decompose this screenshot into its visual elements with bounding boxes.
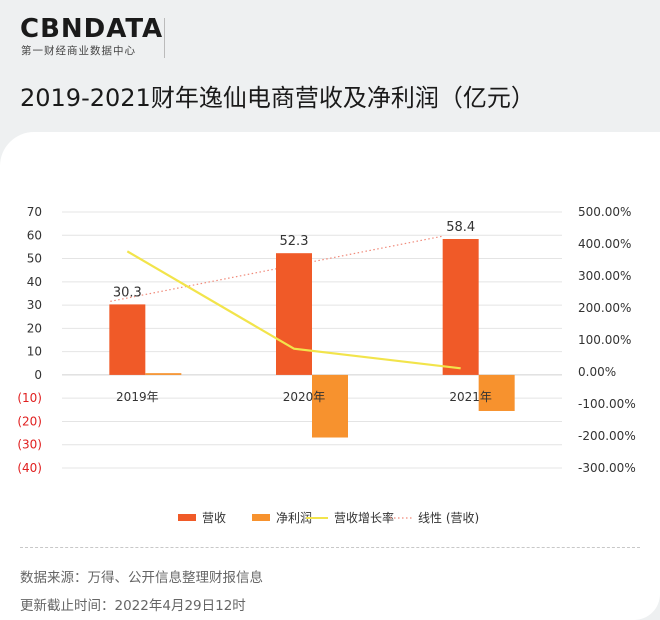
- update-time: 更新截止时间：2022年4月29日12时: [20, 598, 246, 614]
- y-right-tick-label: 400.00%: [578, 237, 631, 251]
- header: CBNDATA 第一财经商业数据中心 2019-2021财年逸仙电商营收及净利润…: [0, 0, 660, 140]
- y-left-tick-label: (20): [17, 414, 42, 428]
- y-left-tick-label: 60: [27, 228, 42, 242]
- legend-revenue-swatch: [178, 514, 196, 521]
- brand-logo: CBNDATA: [20, 14, 164, 44]
- y-left-tick-label: 70: [27, 205, 42, 219]
- y-left-tick-label: 40: [27, 275, 42, 289]
- y-left-tick-label: (40): [17, 461, 42, 475]
- bar-net-profit: [478, 374, 515, 411]
- y-right-tick-label: -200.00%: [578, 429, 636, 443]
- legend-net-profit-label: 净利润: [276, 511, 312, 525]
- y-right-tick-label: 100.00%: [578, 333, 631, 347]
- x-tick-label: 2019年: [116, 390, 159, 404]
- trendline-revenue: [110, 235, 444, 302]
- revenue-profit-chart: 70 60 50 40 30 20 10 0 (10) (20) (30) (40) 500.00% 40…: [17, 205, 636, 525]
- bar-revenue: [109, 304, 146, 375]
- y-left-tick-label: (10): [17, 391, 42, 405]
- y-right-tick-label: 500.00%: [578, 205, 631, 219]
- bar-net-profit: [145, 373, 182, 375]
- page-title: 2019-2021财年逸仙电商营收及净利润（亿元）: [20, 84, 535, 112]
- data-source: 数据来源：万得、公开信息整理财报信息: [20, 570, 263, 586]
- data-label-revenue: 52.3: [280, 234, 309, 249]
- y-left-tick-label: (30): [17, 438, 42, 452]
- y-right-tick-label: -300.00%: [578, 461, 636, 475]
- data-label-revenue: 58.4: [446, 220, 475, 235]
- legend-trendline-label: 线性 (营收): [418, 511, 479, 525]
- brand-subtitle: 第一财经商业数据中心: [21, 45, 136, 57]
- y-left-tick-label: 30: [27, 298, 42, 312]
- y-right-tick-label: 200.00%: [578, 301, 631, 315]
- x-tick-label: 2020年: [283, 390, 326, 404]
- line-revenue-growth: [126, 250, 461, 370]
- y-left-tick-label: 0: [34, 368, 42, 382]
- x-tick-label: 2021年: [449, 390, 492, 404]
- legend-revenue-growth-label: 营收增长率: [334, 510, 394, 525]
- y-right-tick-label: -100.00%: [578, 397, 636, 411]
- bar-net-profit: [312, 374, 348, 438]
- bar-revenue: [276, 253, 312, 375]
- y-left-tick-label: 20: [27, 321, 42, 335]
- header-divider: [164, 18, 165, 58]
- y-right-tick-label: 0.00%: [578, 365, 616, 379]
- legend-net-profit-swatch: [252, 514, 270, 521]
- y-right-tick-label: 300.00%: [578, 269, 631, 283]
- y-left-tick-label: 10: [27, 345, 42, 359]
- bar-revenue: [442, 238, 479, 375]
- legend-revenue-label: 营收: [202, 511, 226, 525]
- footer-divider: [20, 547, 640, 548]
- data-label-revenue: 30.3: [113, 285, 142, 300]
- y-left-tick-label: 50: [27, 252, 42, 266]
